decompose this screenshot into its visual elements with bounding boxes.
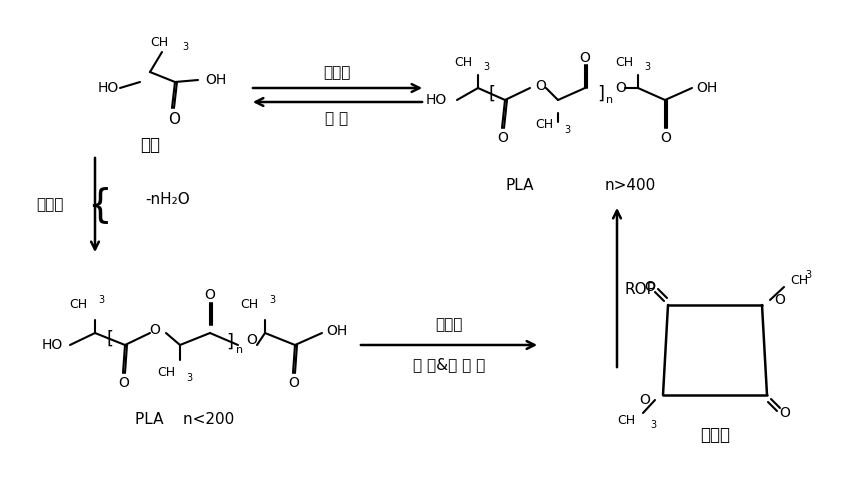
Text: 降 解: 降 解: [325, 112, 348, 127]
Text: HO: HO: [97, 81, 119, 95]
Text: 3: 3: [563, 125, 569, 135]
Text: n>400: n>400: [604, 177, 655, 193]
Text: -nH₂O: -nH₂O: [145, 193, 189, 208]
Text: O: O: [778, 406, 790, 420]
Text: HO: HO: [425, 93, 447, 107]
Text: CH: CH: [69, 298, 87, 312]
Text: 3: 3: [643, 62, 649, 72]
Text: 3: 3: [804, 270, 810, 280]
Text: O: O: [639, 393, 650, 407]
Text: HO: HO: [41, 338, 63, 352]
Text: ROP: ROP: [624, 283, 656, 298]
Text: [: [: [488, 85, 495, 103]
Text: O: O: [204, 288, 215, 302]
Text: 3: 3: [269, 295, 275, 305]
Text: O: O: [245, 333, 257, 347]
Text: 加 熱&高 真 空: 加 熱&高 真 空: [412, 357, 485, 372]
Text: n: n: [605, 95, 612, 105]
Text: 3: 3: [649, 420, 655, 430]
Text: 催化劑: 催化劑: [36, 198, 64, 213]
Text: O: O: [660, 131, 671, 145]
Text: CH: CH: [454, 56, 472, 69]
Text: PLA: PLA: [505, 177, 534, 193]
Text: OH: OH: [695, 81, 716, 95]
Text: O: O: [288, 376, 299, 390]
Text: O: O: [497, 131, 508, 145]
Text: CH: CH: [614, 56, 632, 69]
Text: O: O: [774, 293, 784, 307]
Text: 乳酸: 乳酸: [139, 136, 160, 154]
Text: CH: CH: [150, 35, 168, 48]
Text: O: O: [119, 376, 129, 390]
Text: CH: CH: [157, 367, 175, 380]
Text: {: {: [88, 186, 112, 224]
Text: 3: 3: [182, 42, 188, 52]
Text: CH: CH: [616, 413, 635, 426]
Text: CH: CH: [239, 298, 257, 312]
Text: n: n: [236, 345, 244, 355]
Text: ]: ]: [597, 85, 604, 103]
Text: 3: 3: [98, 295, 104, 305]
Text: O: O: [150, 323, 160, 337]
Text: 催化劑: 催化劑: [323, 66, 350, 81]
Text: O: O: [644, 280, 654, 294]
Text: OH: OH: [325, 324, 347, 338]
Text: O: O: [614, 81, 625, 95]
Text: O: O: [168, 113, 180, 128]
Text: [: [: [107, 330, 114, 348]
Text: O: O: [579, 51, 590, 65]
Text: CH: CH: [535, 118, 553, 131]
Text: PLA    n<200: PLA n<200: [135, 412, 234, 427]
Text: ]: ]: [226, 333, 232, 351]
Text: 催化劑: 催化劑: [435, 317, 462, 332]
Text: 丙交酯: 丙交酯: [699, 426, 729, 444]
Text: CH: CH: [789, 273, 807, 286]
Text: O: O: [535, 79, 545, 93]
Text: 3: 3: [186, 373, 192, 383]
Text: OH: OH: [205, 73, 226, 87]
Text: 3: 3: [482, 62, 488, 72]
